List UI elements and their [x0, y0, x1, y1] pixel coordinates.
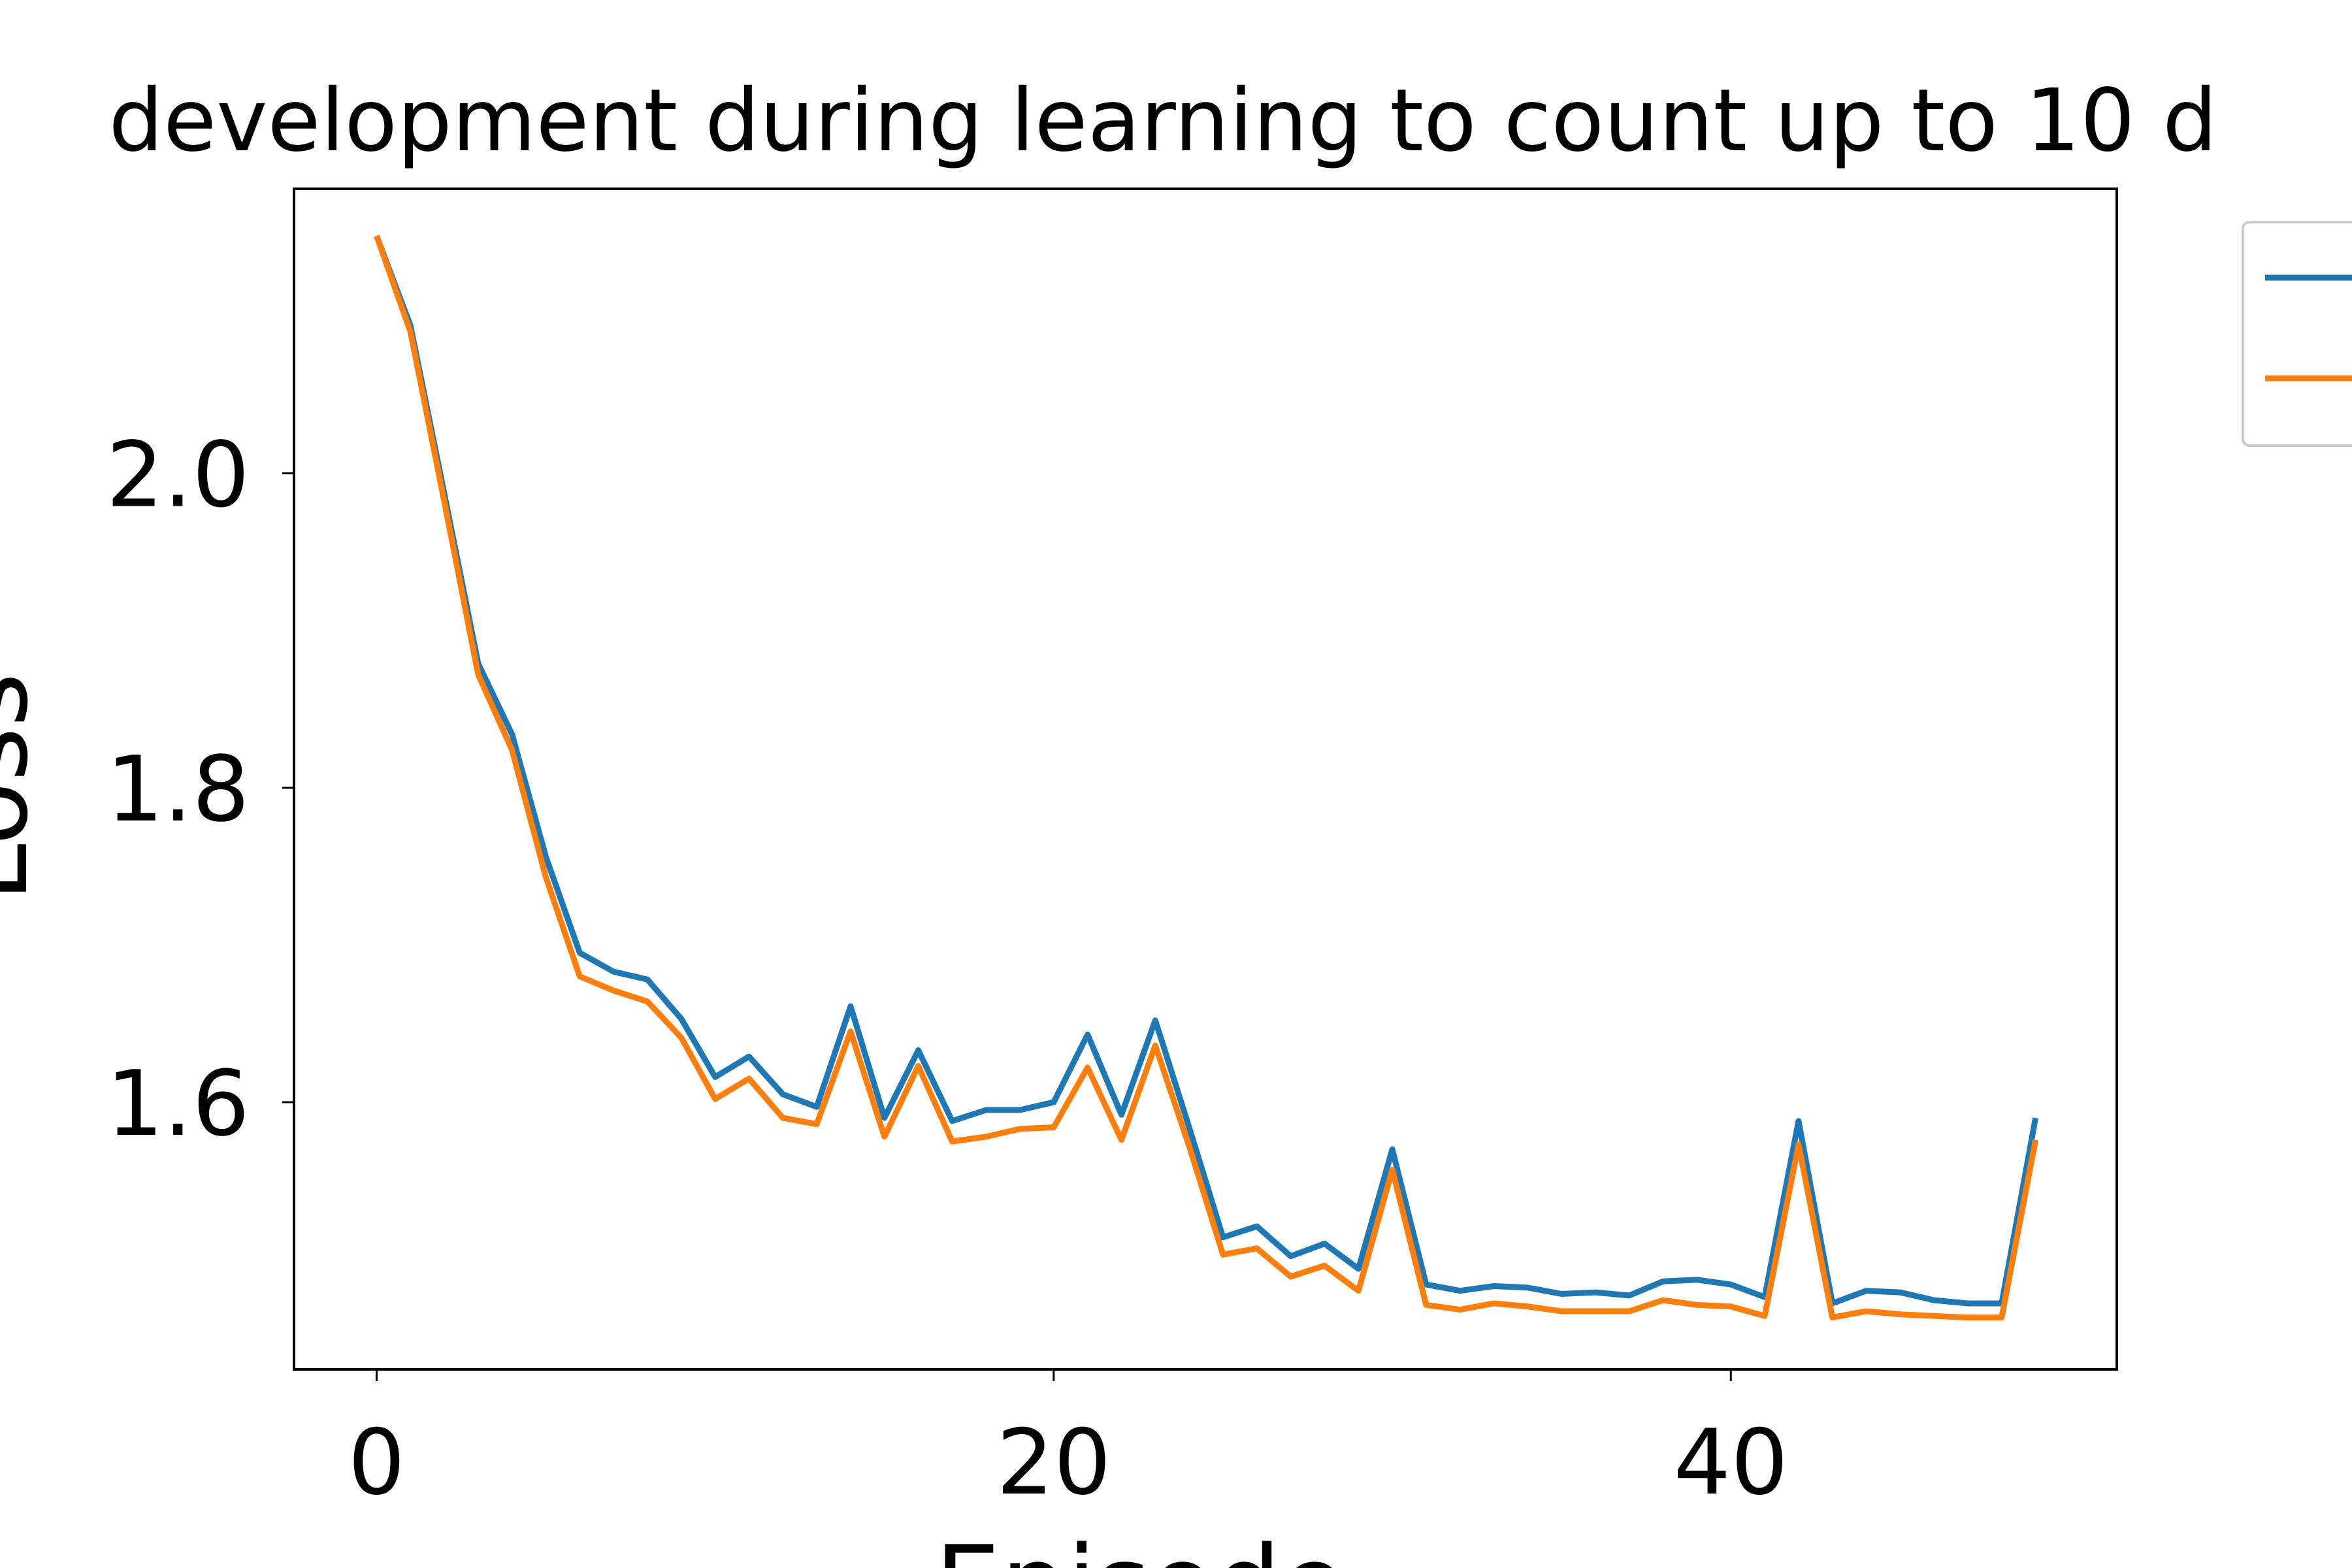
- y-axis-label: Loss: [0, 673, 51, 902]
- y-tick-label: 1.6: [106, 1051, 250, 1156]
- y-tick-label: 2.0: [106, 423, 250, 528]
- legend-box: [2242, 221, 2352, 447]
- data-line: [374, 235, 2039, 1307]
- x-tick-label: 40: [1673, 1410, 1788, 1515]
- y-tick-label: 1.8: [106, 737, 250, 842]
- x-tick-label: 0: [348, 1410, 406, 1515]
- plot-frame: [293, 188, 2118, 1371]
- chart-title: development during learning to count up …: [108, 71, 2217, 171]
- x-tick-label: 20: [996, 1410, 1111, 1515]
- data-line: [374, 235, 2039, 1321]
- x-axis-label: Episode: [935, 1523, 1345, 1568]
